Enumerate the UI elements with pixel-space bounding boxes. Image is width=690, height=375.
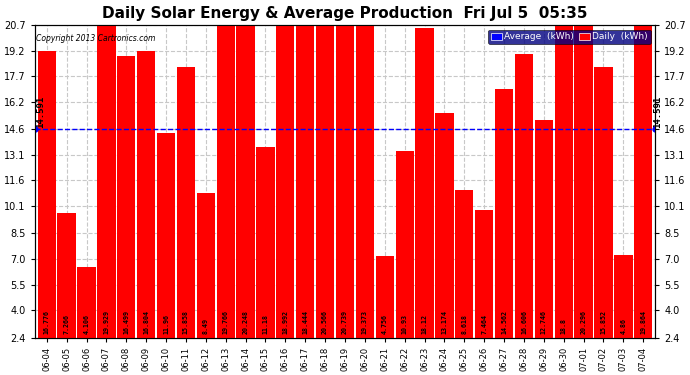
Bar: [316, 0, 334, 338]
Text: 18.444: 18.444: [302, 310, 308, 334]
Text: 10.93: 10.93: [402, 314, 408, 334]
Text: 19.373: 19.373: [362, 310, 368, 334]
Bar: [594, 67, 613, 338]
Bar: [97, 0, 115, 338]
Bar: [555, 16, 573, 338]
Text: 11.18: 11.18: [262, 314, 268, 334]
Text: 12.746: 12.746: [541, 310, 547, 334]
Text: 7.464: 7.464: [481, 314, 487, 334]
Text: 8.618: 8.618: [462, 314, 467, 334]
Text: 8.49: 8.49: [203, 318, 209, 334]
Bar: [197, 193, 215, 338]
Bar: [375, 256, 394, 338]
Bar: [276, 13, 295, 338]
Bar: [415, 28, 434, 338]
Text: 20.248: 20.248: [243, 310, 248, 334]
Bar: [495, 89, 513, 338]
Bar: [614, 255, 633, 338]
Text: 16.804: 16.804: [143, 310, 149, 334]
Text: 19.766: 19.766: [223, 310, 228, 334]
Text: Copyright 2013 Cartronics.com: Copyright 2013 Cartronics.com: [36, 34, 155, 44]
Text: 20.739: 20.739: [342, 310, 348, 334]
Bar: [435, 112, 453, 338]
Text: 19.929: 19.929: [104, 310, 110, 334]
Text: Daily Solar Energy & Average Production  Fri Jul 5  05:35: Daily Solar Energy & Average Production …: [102, 6, 588, 21]
Bar: [356, 7, 374, 338]
Bar: [535, 120, 553, 338]
Bar: [237, 0, 255, 338]
Text: 16.499: 16.499: [124, 310, 129, 334]
Bar: [515, 54, 533, 338]
Text: 14.562: 14.562: [501, 310, 507, 334]
Bar: [77, 267, 96, 338]
Text: 14.591: 14.591: [36, 95, 45, 128]
Text: 19.864: 19.864: [640, 310, 647, 334]
Bar: [575, 0, 593, 338]
Text: 15.858: 15.858: [183, 310, 189, 334]
Text: 16.606: 16.606: [521, 310, 527, 334]
Text: 11.96: 11.96: [163, 314, 169, 334]
Text: 15.852: 15.852: [600, 310, 607, 334]
Text: 20.566: 20.566: [322, 310, 328, 334]
Bar: [137, 51, 155, 338]
Text: 4.106: 4.106: [83, 314, 90, 334]
Bar: [455, 190, 473, 338]
Bar: [157, 133, 175, 338]
Text: 18.992: 18.992: [282, 310, 288, 334]
Bar: [634, 0, 653, 338]
Text: 18.12: 18.12: [422, 314, 428, 334]
Text: 16.776: 16.776: [43, 310, 50, 334]
Text: 4.86: 4.86: [620, 318, 627, 334]
Bar: [395, 151, 414, 338]
Bar: [336, 0, 354, 338]
Bar: [177, 67, 195, 338]
Text: 4.756: 4.756: [382, 314, 388, 334]
Text: 20.296: 20.296: [580, 310, 586, 334]
Text: 7.266: 7.266: [63, 314, 70, 334]
Bar: [256, 147, 275, 338]
Text: 18.8: 18.8: [561, 318, 566, 334]
Legend: Average  (kWh), Daily  (kWh): Average (kWh), Daily (kWh): [488, 30, 651, 44]
Bar: [57, 213, 76, 338]
Text: 14.591: 14.591: [653, 95, 662, 128]
Bar: [296, 22, 315, 338]
Bar: [217, 0, 235, 338]
Bar: [37, 51, 56, 338]
Text: 13.174: 13.174: [442, 310, 447, 334]
Bar: [117, 56, 135, 338]
Bar: [475, 210, 493, 338]
